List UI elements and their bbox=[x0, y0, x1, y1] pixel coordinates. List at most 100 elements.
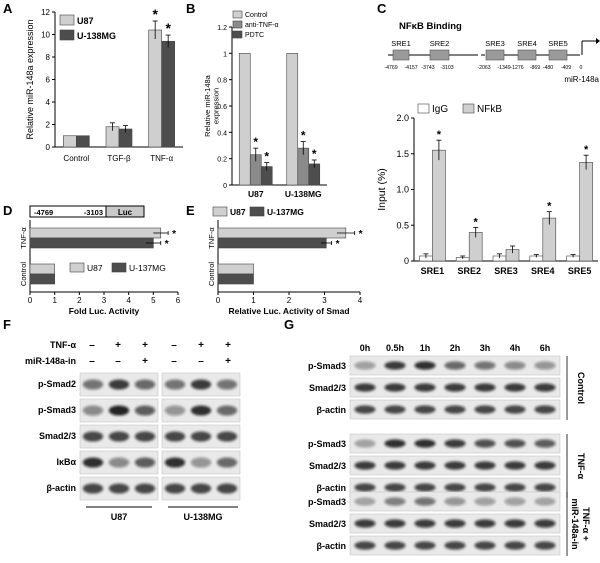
blot-tnf-mir-148a-in-p-smad3-band bbox=[384, 497, 406, 506]
bar-u87-tnf bbox=[217, 227, 347, 239]
coordinate-label: -4769 bbox=[384, 65, 397, 71]
y-tick-label: 6 bbox=[46, 76, 51, 85]
legend-label-u87: U87 bbox=[77, 16, 94, 26]
blot-control-actin-band bbox=[534, 405, 556, 414]
blot-u87-i-b-band bbox=[108, 457, 130, 468]
coordinate-label: -869 bbox=[530, 65, 540, 71]
blot-label-smad2-3: Smad2/3 bbox=[309, 383, 346, 393]
blot-tnf-mir-148a-in-actin-band bbox=[534, 541, 556, 550]
legend-label-u87: U87 bbox=[87, 263, 103, 273]
coordinate-label: -2063 bbox=[477, 65, 490, 71]
blot-control-smad2-3-band bbox=[474, 383, 496, 392]
y-tick-label: 0 bbox=[223, 183, 227, 190]
blot-label-p-smad3: p-Smad3 bbox=[308, 497, 346, 507]
blot-control-p-smad3-band bbox=[384, 361, 406, 370]
blot-tnf-mir-148a-in-smad2-3-band bbox=[414, 519, 436, 528]
coordinate-label: -1349 bbox=[497, 65, 510, 71]
binding-site-box-sre2 bbox=[429, 49, 450, 61]
bar-control-u87 bbox=[238, 53, 251, 186]
blot-tnf-mir-148a-in-p-smad3-band bbox=[444, 497, 466, 506]
chart-c: 0 0.5 1.0 1.5 2.0 Input (%) SRE1 SRE2 SRE3 SRE4 SR… bbox=[376, 103, 598, 276]
treatment-sign: + bbox=[142, 340, 148, 351]
blot-u138-p-smad3-band bbox=[216, 405, 238, 416]
binding-site-label-sre2: SRE2 bbox=[430, 39, 450, 48]
blot-tnf-mir-148a-in-p-smad3-band bbox=[354, 497, 376, 506]
legend-label-control: Control bbox=[245, 12, 268, 19]
blot-label-p-smad2: p-Smad2 bbox=[38, 379, 76, 389]
blot-tnf-p-smad3-band bbox=[414, 439, 436, 448]
blot-u87-p-smad2-band bbox=[134, 379, 156, 390]
blot-tnf-p-smad3-band bbox=[384, 439, 406, 448]
blot-tnf-smad2-3-band bbox=[384, 461, 406, 470]
schematic-title: NFκB Binding bbox=[399, 21, 462, 32]
y-tick-label: 1.5 bbox=[396, 149, 409, 159]
significance-mark: * bbox=[547, 201, 552, 213]
y-tick-label-tnf: TNF-α bbox=[207, 227, 216, 249]
y-tick-label: 0.4 bbox=[217, 130, 227, 137]
y-tick-label: 1 bbox=[223, 51, 227, 58]
coordinate-label: -409 bbox=[561, 65, 571, 71]
blot-control-p-smad3-band bbox=[444, 361, 466, 370]
x-tick-label-u-138mg: U-138MG bbox=[285, 189, 322, 199]
bar-u87-control bbox=[63, 135, 77, 148]
blot-u87-p-smad3-band bbox=[134, 405, 156, 416]
bar-u87-control bbox=[29, 263, 55, 275]
tss-arrow-head-icon bbox=[596, 38, 600, 44]
significance-mark: * bbox=[336, 239, 340, 250]
y-axis-label: Relative miR-148a expression bbox=[25, 19, 35, 139]
coordinate-label: -3743 bbox=[421, 65, 434, 71]
x-tick-label-control: Control bbox=[63, 154, 89, 163]
coordinate-label: -4157 bbox=[404, 65, 417, 71]
blot-control-p-smad3-band bbox=[414, 361, 436, 370]
legend-swatch-anti-tnf bbox=[232, 20, 243, 29]
blot-tnf-actin-band bbox=[384, 483, 406, 492]
blot-tnf-mir-148a-in-p-smad3-band bbox=[414, 497, 436, 506]
chart-a: 0 2 4 6 8 10 12 Relative miR-148a expression Con… bbox=[25, 6, 183, 163]
bar-nfkb-sre1 bbox=[432, 149, 446, 262]
blot-tnf-actin-band bbox=[414, 483, 436, 492]
time-label-0h: 0h bbox=[360, 343, 371, 353]
legend-swatch-nfkb bbox=[462, 103, 475, 114]
binding-site-label-sre3: SRE3 bbox=[485, 39, 505, 48]
y-tick-label-control: Control bbox=[207, 262, 216, 287]
blot-control-smad2-3-band bbox=[414, 383, 436, 392]
treatment-sign: – bbox=[171, 340, 177, 351]
blot-tnf-smad2-3-band bbox=[414, 461, 436, 470]
y-axis-label: Input (%) bbox=[376, 168, 388, 211]
x-axis-label: Relative Luc. Activity of Smad bbox=[228, 306, 349, 316]
blot-tnf-p-smad3-band bbox=[504, 439, 526, 448]
panel-label-c: C bbox=[377, 1, 387, 16]
significance-mark: * bbox=[264, 150, 269, 164]
time-label-0-5h: 0.5h bbox=[386, 343, 404, 353]
legend-swatch-u87 bbox=[69, 262, 85, 273]
significance-mark: * bbox=[301, 129, 306, 143]
x-tick-label: 0 bbox=[28, 296, 33, 305]
significance-mark: * bbox=[165, 20, 171, 36]
y-tick-label: 10 bbox=[41, 31, 50, 40]
x-tick-label: 1 bbox=[251, 296, 256, 305]
blot-control-smad2-3-band bbox=[504, 383, 526, 392]
western-blot-g: 0h 0.5h 1h 2h 3h 4h 6h p-Smad3 Smad2/3 β-actin Con… bbox=[308, 343, 591, 556]
x-tick-label: 4 bbox=[126, 296, 131, 305]
blot-tnf-mir-148a-in-smad2-3-band bbox=[474, 519, 496, 528]
y-tick-label: 2.0 bbox=[396, 113, 409, 123]
blot-control-smad2-3-band bbox=[444, 383, 466, 392]
time-label-4h: 4h bbox=[510, 343, 521, 353]
significance-mark: * bbox=[474, 216, 479, 228]
x-tick-label-tnf: TNF-α bbox=[150, 154, 173, 163]
blot-control-p-smad3-band bbox=[504, 361, 526, 370]
x-tick-label: 1 bbox=[52, 296, 57, 305]
x-tick-label: 2 bbox=[77, 296, 82, 305]
legend-swatch-pdtc bbox=[232, 30, 243, 39]
binding-site-label-sre1: SRE1 bbox=[391, 39, 411, 48]
cell-line-label-u87: U87 bbox=[111, 512, 128, 522]
blot-tnf-mir-148a-in-p-smad3-band bbox=[474, 497, 496, 506]
blot-tnf-mir-148a-in-actin-band bbox=[384, 541, 406, 550]
blot-tnf-mir-148a-in-smad2-3-band bbox=[444, 519, 466, 528]
blot-u87-actin-band bbox=[134, 483, 156, 494]
treatment-sign: + bbox=[225, 356, 231, 367]
group-label-line: TNF-α + bbox=[581, 507, 591, 541]
blot-u138-actin-band bbox=[190, 483, 212, 494]
group-label-tnf: TNF-α bbox=[576, 453, 586, 479]
blot-tnf-actin-band bbox=[504, 483, 526, 492]
